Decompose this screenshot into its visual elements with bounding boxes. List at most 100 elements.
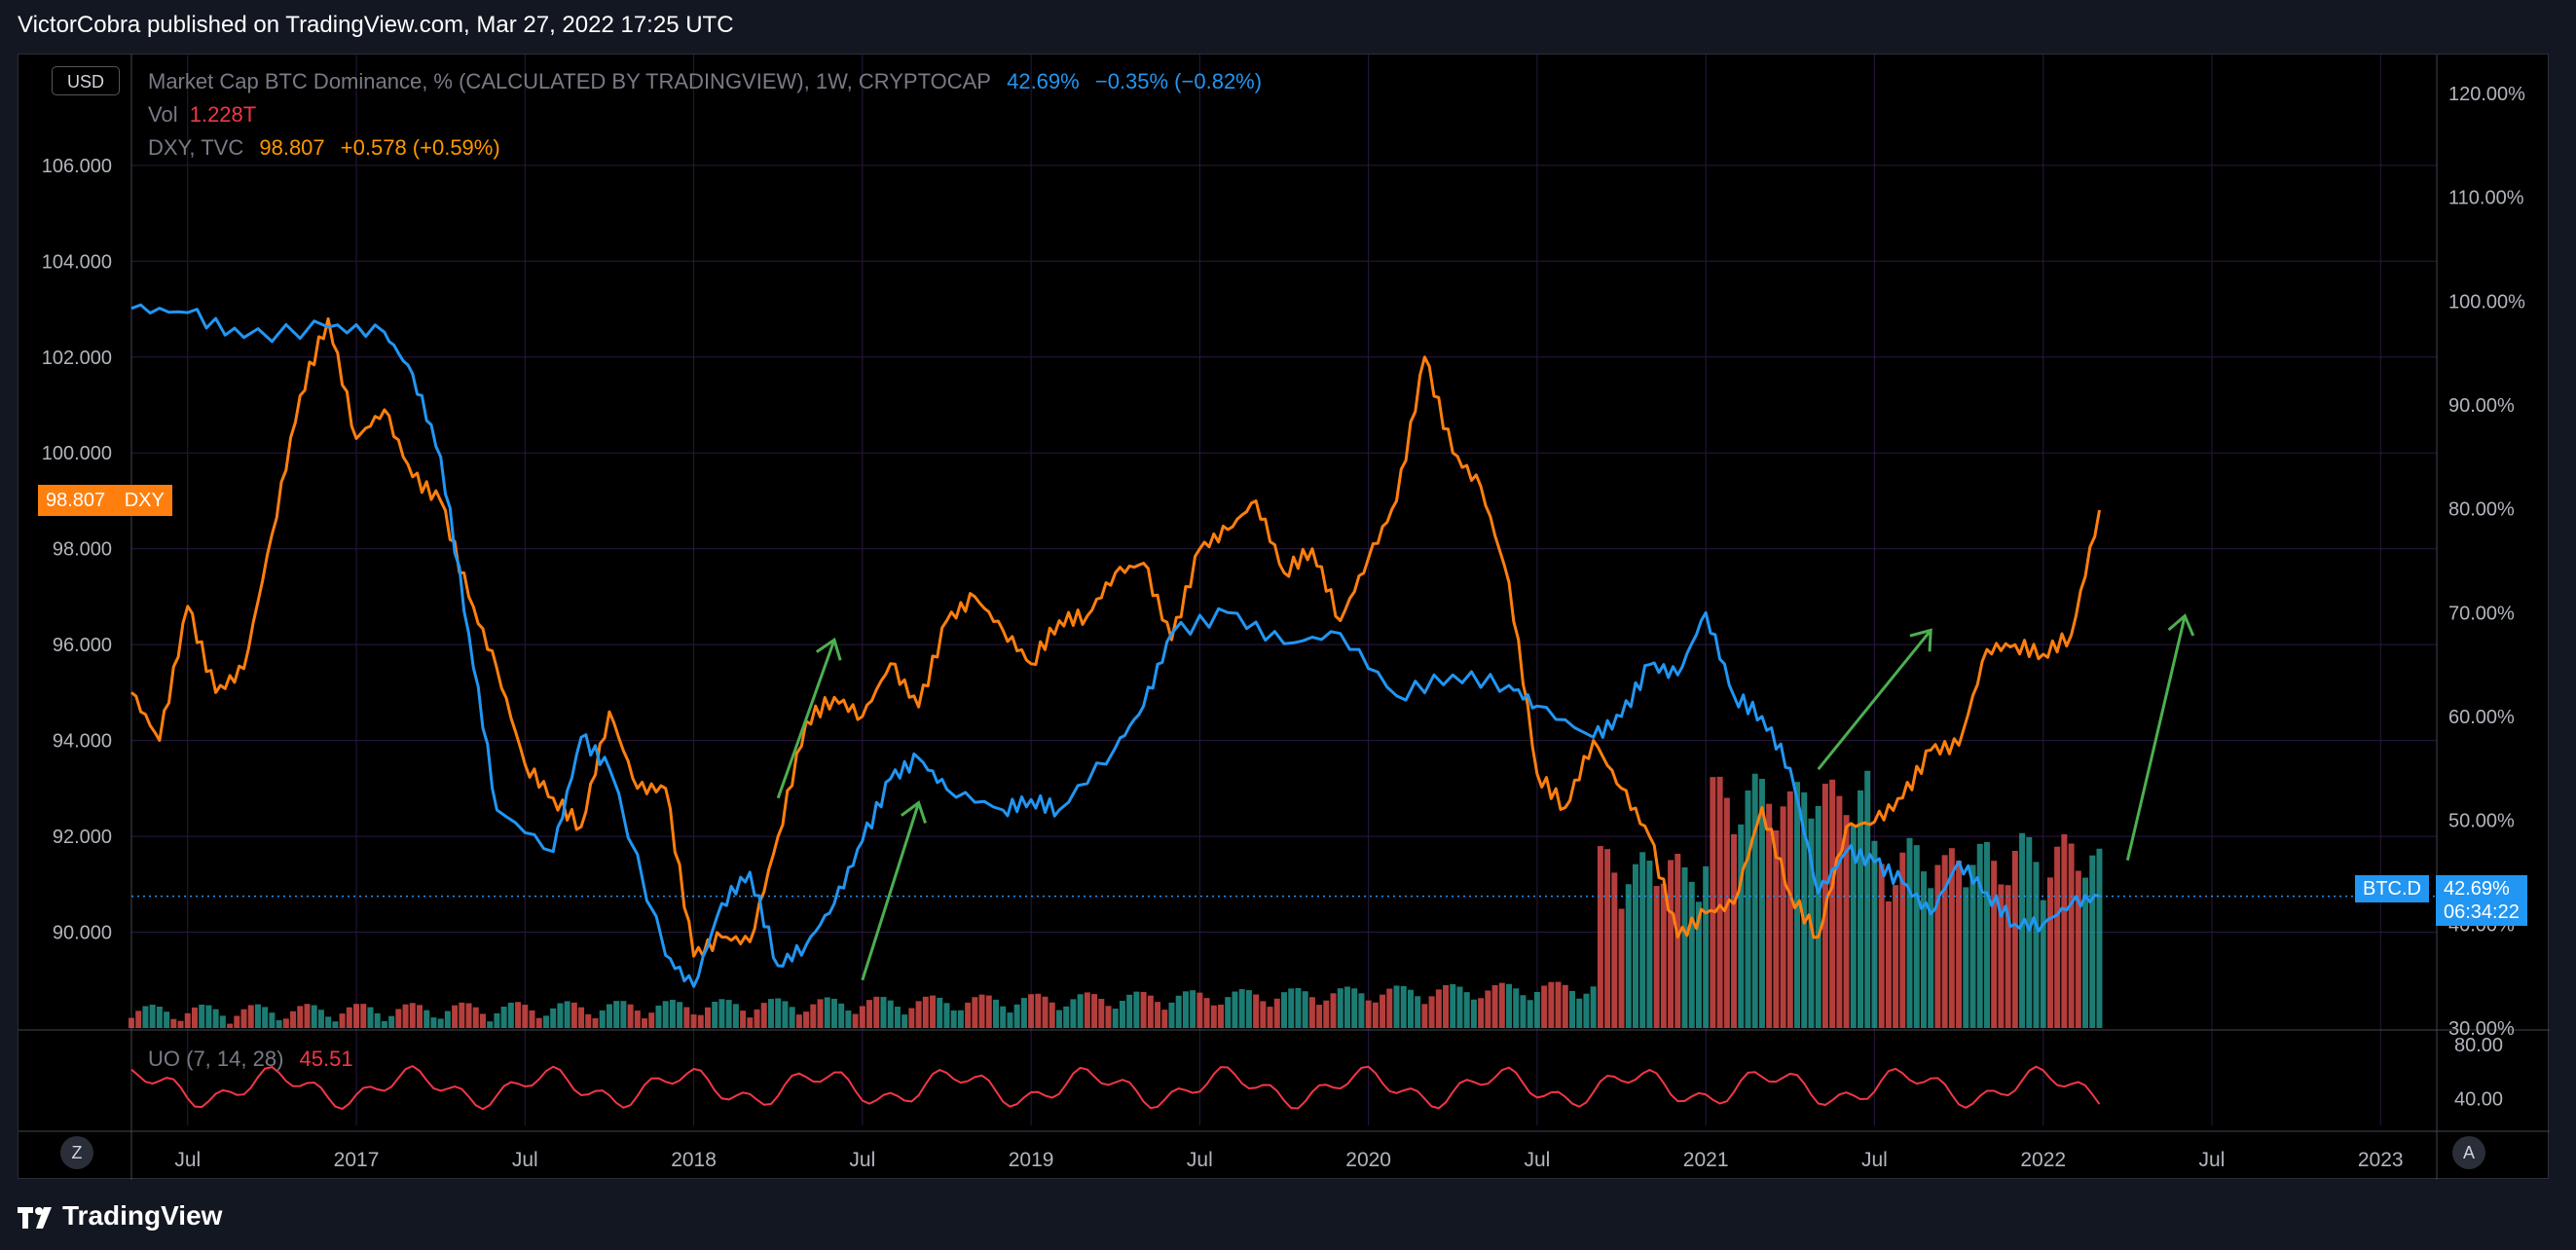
volume-bar — [1913, 845, 1920, 1028]
volume-bar — [1491, 984, 1498, 1028]
left-tick-label: 100.000 — [42, 443, 112, 464]
volume-bar — [1000, 1006, 1007, 1028]
volume-bar — [782, 1001, 789, 1028]
arrow-head — [1909, 628, 1932, 652]
volume-bar — [2075, 870, 2081, 1028]
zoom-button[interactable]: Z — [60, 1136, 93, 1169]
volume-bar — [1063, 1006, 1070, 1028]
volume-bar — [1055, 1010, 1062, 1028]
volume-bar — [494, 1012, 500, 1028]
volume-bar — [515, 1002, 522, 1028]
chart-canvas[interactable]: 106.000 104.000 102.000 100.000 98.000 96.000… — [18, 55, 2550, 1180]
volume-bar — [1625, 884, 1632, 1028]
volume-bar — [1273, 998, 1280, 1028]
volume-bar — [740, 1011, 747, 1028]
volume-bar — [535, 1017, 542, 1028]
volume-bar — [965, 1002, 972, 1028]
volume-bar — [957, 1010, 964, 1028]
volume-bar — [1632, 864, 1638, 1028]
volume-bar — [374, 1012, 381, 1028]
currency-button[interactable]: USD — [52, 66, 120, 95]
volume-bar — [1302, 991, 1308, 1028]
volume-bar — [1478, 998, 1485, 1028]
right-tick-label: 90.00% — [2448, 395, 2515, 417]
auto-scale-button[interactable]: A — [2452, 1136, 2485, 1169]
volume-bar — [747, 1017, 754, 1028]
volume-bar — [1358, 993, 1365, 1028]
btcd-price-tag: 42.69% 06:34:22 — [2436, 875, 2527, 926]
volume-bar — [191, 1007, 198, 1028]
volume-bar — [1948, 848, 1955, 1028]
volume-bar — [1773, 829, 1780, 1028]
volume-bar — [1091, 994, 1098, 1028]
volume-bar — [606, 1004, 612, 1028]
x-tick-label: Jul — [1524, 1149, 1550, 1171]
volume-bar — [529, 1010, 535, 1028]
volume-bar — [142, 1006, 149, 1028]
volume-bar — [810, 1004, 817, 1028]
x-tick-label: Jul — [1861, 1149, 1888, 1171]
volume-bar — [1098, 999, 1105, 1028]
volume-bar — [669, 999, 676, 1028]
right-tick-label: 60.00% — [2448, 707, 2515, 728]
legend-dxy-change: +0.578 (+0.59%) — [340, 135, 500, 160]
volume-bar — [177, 1020, 184, 1028]
volume-bar — [1801, 791, 1808, 1028]
volume-bar — [775, 998, 782, 1028]
volume-bar — [2019, 832, 2026, 1028]
volume-bar — [972, 997, 978, 1028]
volume-bar — [1786, 790, 1793, 1028]
volume-bar — [1308, 997, 1315, 1028]
legend-dxy: DXY, TVC 98.807 +0.578 (+0.59%) — [148, 135, 510, 161]
volume-bar — [1253, 994, 1260, 1028]
volume-bar — [311, 1005, 317, 1028]
dxy-price-tag: 98.807 DXY — [38, 485, 172, 516]
volume-bars — [129, 770, 2103, 1028]
volume-bar — [1758, 779, 1765, 1028]
volume-bar — [1119, 1000, 1125, 1028]
volume-bar — [2026, 836, 2033, 1028]
volume-bar — [1084, 992, 1090, 1028]
volume-bar — [290, 1011, 297, 1028]
volume-bar — [1182, 991, 1189, 1028]
volume-bar — [1260, 1001, 1267, 1028]
arrow-shaft — [861, 802, 921, 981]
volume-bar — [1976, 843, 1983, 1028]
volume-bar — [1738, 824, 1745, 1028]
right-tick-label: 70.00% — [2448, 603, 2515, 624]
volume-bar — [978, 994, 985, 1028]
volume-bar — [1864, 770, 1871, 1028]
volume-bar — [282, 1018, 289, 1028]
legend-btcd-name: Market Cap BTC Dominance, % (CALCULATED … — [148, 69, 991, 93]
volume-bar — [1751, 773, 1758, 1028]
volume-bar — [1323, 1000, 1330, 1028]
volume-bar — [754, 1009, 760, 1028]
volume-bar — [1105, 1006, 1112, 1028]
volume-bar — [1513, 988, 1520, 1028]
volume-bar — [1660, 883, 1667, 1028]
volume-bar — [388, 1015, 395, 1028]
volume-bar — [1295, 988, 1302, 1028]
volume-bar — [542, 1015, 549, 1028]
volume-bar — [465, 1003, 472, 1028]
volume-bar — [1035, 993, 1042, 1028]
chart-frame[interactable]: 106.000 104.000 102.000 100.000 98.000 96.000… — [18, 54, 2550, 1180]
volume-bar — [1893, 885, 1899, 1028]
volume-bar — [1956, 860, 1963, 1028]
x-tick-label: 2023 — [2358, 1149, 2404, 1171]
volume-bar — [1267, 1007, 1273, 1028]
volume-bar — [227, 1023, 234, 1028]
volume-bar — [902, 1014, 908, 1028]
volume-bar — [184, 1012, 191, 1028]
tradingview-logo[interactable]: TradingView — [18, 1200, 222, 1232]
legend-vol-name: Vol — [148, 102, 178, 127]
volume-bar — [1421, 1004, 1428, 1028]
legend-vol: Vol 1.228T — [148, 102, 266, 128]
volume-bar — [880, 997, 887, 1028]
volume-bar — [585, 1013, 592, 1028]
btcd-series — [130, 303, 2100, 988]
volume-bar — [1428, 996, 1435, 1028]
left-tick-label: 106.000 — [42, 156, 112, 177]
volume-bar — [1928, 888, 1934, 1028]
volume-bar — [915, 1001, 922, 1028]
